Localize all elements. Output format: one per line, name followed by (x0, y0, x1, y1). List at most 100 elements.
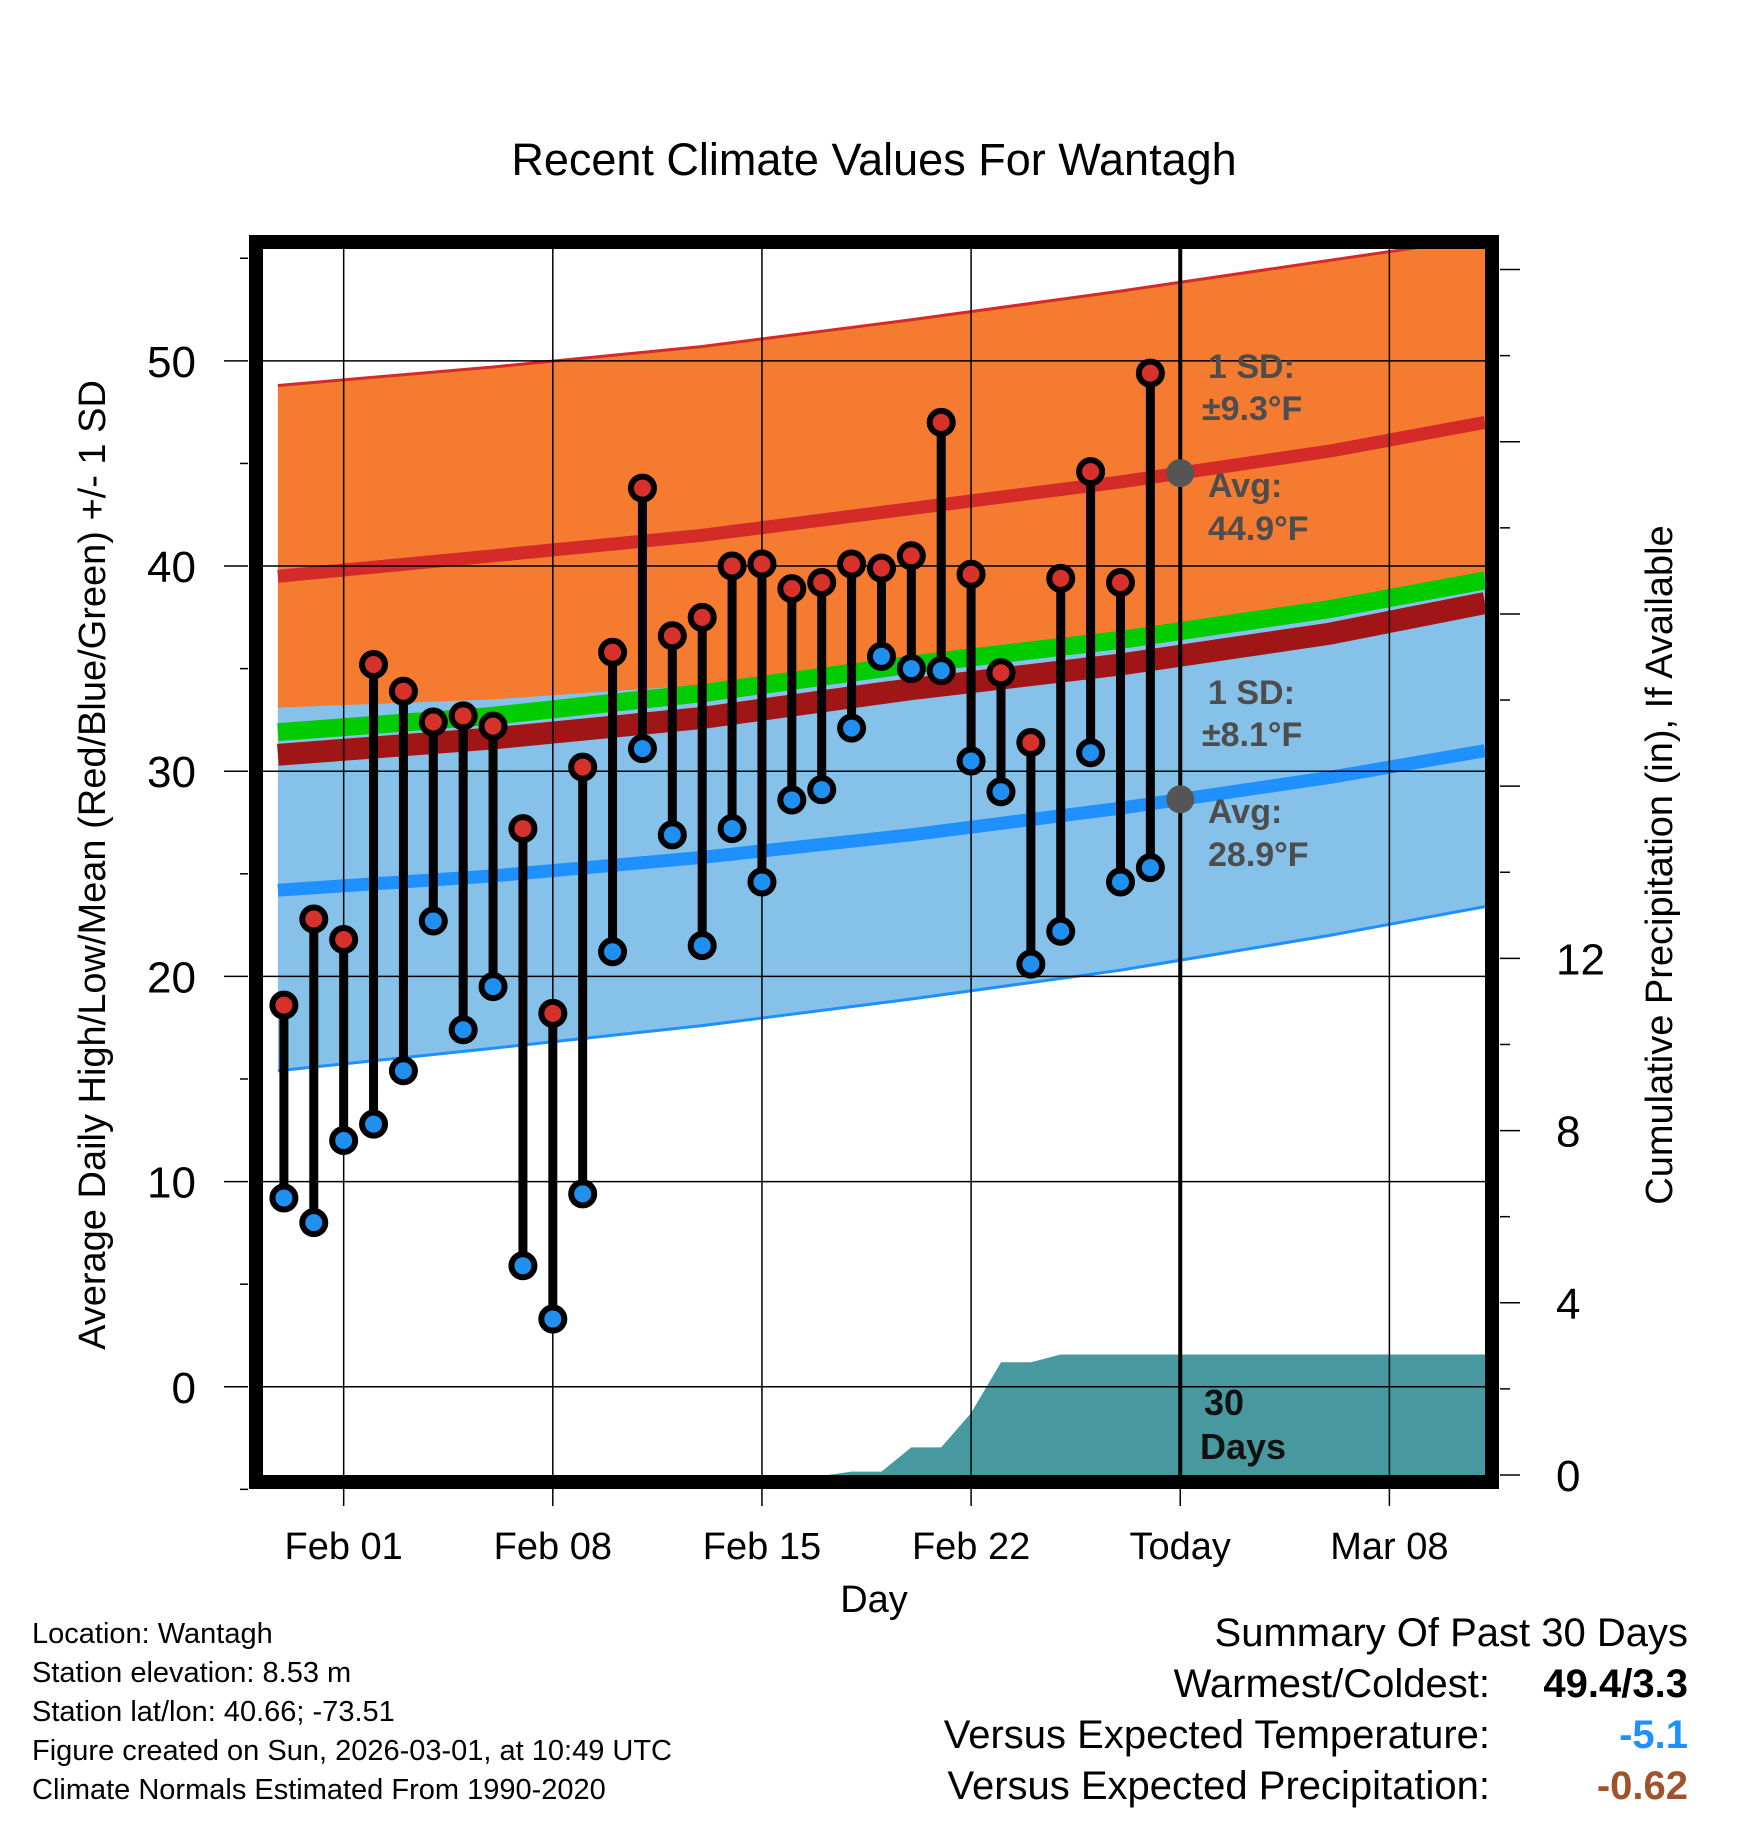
daily-low-dot (329, 1126, 359, 1156)
daily-high-dot (1076, 457, 1106, 487)
precip-departure-value: -0.62 (1596, 1764, 1688, 1808)
high-sd-value: ±9.3°F (1202, 390, 1302, 428)
window-days-label: Days (1200, 1426, 1286, 1467)
daily-high-dot (807, 567, 837, 597)
daily-low-dot (1016, 949, 1046, 979)
daily-low-dot (777, 785, 807, 815)
daily-high-dot (687, 602, 717, 632)
daily-low-dot (956, 746, 986, 776)
daily-low-dot (1046, 916, 1076, 946)
low-sd-value: ±8.1°F (1202, 716, 1302, 754)
left-axis-ticks: 0 10 20 30 40 50 (147, 257, 248, 1491)
daily-high-dot (299, 904, 329, 934)
right-axis-label: Cumulative Precipitation (in), If Availa… (1639, 525, 1681, 1204)
high-avg-label: Avg: (1208, 467, 1282, 505)
daily-low-dot (896, 654, 926, 684)
low-avg-value: 28.9°F (1208, 836, 1309, 874)
left-tick-label: 0 (172, 1364, 196, 1413)
high-upper-sd-line (277, 248, 1425, 387)
chart-title: Recent Climate Values For Wantagh (511, 134, 1236, 185)
cumulative-precip-area (827, 1354, 1485, 1475)
summary-temp-row: Versus Expected Temperature: -5.1 (944, 1710, 1688, 1761)
daily-low-dot (926, 656, 956, 686)
x-tick-label: Feb 15 (703, 1526, 821, 1568)
daily-high-dot (926, 407, 956, 437)
daily-low-dot (598, 937, 628, 967)
right-tick-label: 8 (1556, 1108, 1580, 1157)
daily-low-dot (388, 1056, 418, 1086)
daily-low-dot (687, 931, 717, 961)
window-days-number: 30 (1204, 1382, 1244, 1423)
daily-high-dot (538, 998, 568, 1028)
latlon-text: Station lat/lon: 40.66; -73.51 (32, 1696, 395, 1728)
daily-high-dot (896, 541, 926, 571)
left-tick-label: 20 (147, 953, 196, 1002)
left-tick-label: 40 (147, 543, 196, 592)
daily-high-dot (269, 990, 299, 1020)
left-tick-label: 10 (147, 1159, 196, 1208)
daily-bars (279, 373, 1155, 1320)
daily-high-dot (478, 711, 508, 741)
daily-high-dot (359, 650, 389, 680)
daily-low-dot (807, 775, 837, 805)
daily-low-dot (747, 867, 777, 897)
created-text: Figure created on Sun, 2026-03-01, at 10… (32, 1735, 672, 1767)
daily-low-dot (1076, 738, 1106, 768)
low-sd-label: 1 SD: (1208, 674, 1295, 712)
right-tick-label: 0 (1556, 1452, 1580, 1501)
high-avg-marker (1166, 459, 1195, 488)
daily-high-dot (448, 701, 478, 731)
daily-high-dot (1135, 358, 1165, 388)
daily-high-dot (837, 549, 867, 579)
warm-cold-value: 49.4/3.3 (1543, 1662, 1688, 1706)
x-axis-ticks: Feb 01 Feb 08 Feb 15 Feb 22 Today Mar 08 (285, 1489, 1449, 1568)
summary-title: Summary Of Past 30 Days (1214, 1611, 1688, 1655)
daily-low-dot (448, 1015, 478, 1045)
daily-dots (269, 358, 1165, 1334)
daily-low-dot (359, 1109, 389, 1139)
daily-low-dot (986, 777, 1016, 807)
x-tick-label: Feb 01 (285, 1526, 403, 1568)
left-axis-label: Average Daily High/Low/Mean (Red/Blue/Gr… (72, 380, 114, 1350)
daily-low-dot (837, 713, 867, 743)
daily-low-dot (568, 1179, 598, 1209)
daily-low-dot (717, 814, 747, 844)
station-info: Location: Wantagh Station elevation: 8.5… (32, 1615, 672, 1810)
daily-high-dot (747, 549, 777, 579)
right-axis-ticks: 0 4 8 12 (1500, 268, 1605, 1501)
daily-low-dot (478, 972, 508, 1002)
daily-high-dot (627, 473, 657, 503)
daily-high-dot (1046, 563, 1076, 593)
daily-high-dot (1105, 567, 1135, 597)
high-avg-value: 44.9°F (1208, 510, 1309, 548)
daily-high-dot (418, 707, 448, 737)
left-tick-label: 30 (147, 748, 196, 797)
daily-high-dot (508, 814, 538, 844)
temp-departure-label: Versus Expected Temperature: (943, 1713, 1490, 1757)
summary-warm-cold-row: Warmest/Coldest: 49.4/3.3 (944, 1659, 1688, 1710)
temp-departure-value: -5.1 (1619, 1713, 1688, 1757)
daily-high-dot (866, 553, 896, 583)
elevation-text: Station elevation: 8.53 m (32, 1657, 352, 1689)
x-tick-label: Feb 08 (494, 1526, 612, 1568)
daily-high-dot (986, 658, 1016, 688)
x-tick-label: Mar 08 (1330, 1526, 1448, 1568)
daily-low-dot (418, 906, 448, 936)
daily-low-dot (538, 1304, 568, 1334)
daily-high-dot (717, 551, 747, 581)
daily-high-dot (329, 924, 359, 954)
high-sd-label: 1 SD: (1208, 348, 1295, 386)
warm-cold-label: Warmest/Coldest: (1173, 1662, 1490, 1706)
location-text: Location: Wantagh (32, 1618, 273, 1650)
daily-low-dot (866, 641, 896, 671)
daily-low-dot (627, 734, 657, 764)
low-lower-sd-line (277, 905, 1485, 1073)
daily-high-dot (1016, 727, 1046, 757)
precip-departure-label: Versus Expected Precipitation: (947, 1764, 1490, 1808)
x-tick-label: Today (1130, 1526, 1231, 1568)
daily-high-dot (777, 574, 807, 604)
daily-low-dot (1135, 853, 1165, 883)
x-tick-label: Feb 22 (912, 1526, 1030, 1568)
daily-low-dot (269, 1183, 299, 1213)
